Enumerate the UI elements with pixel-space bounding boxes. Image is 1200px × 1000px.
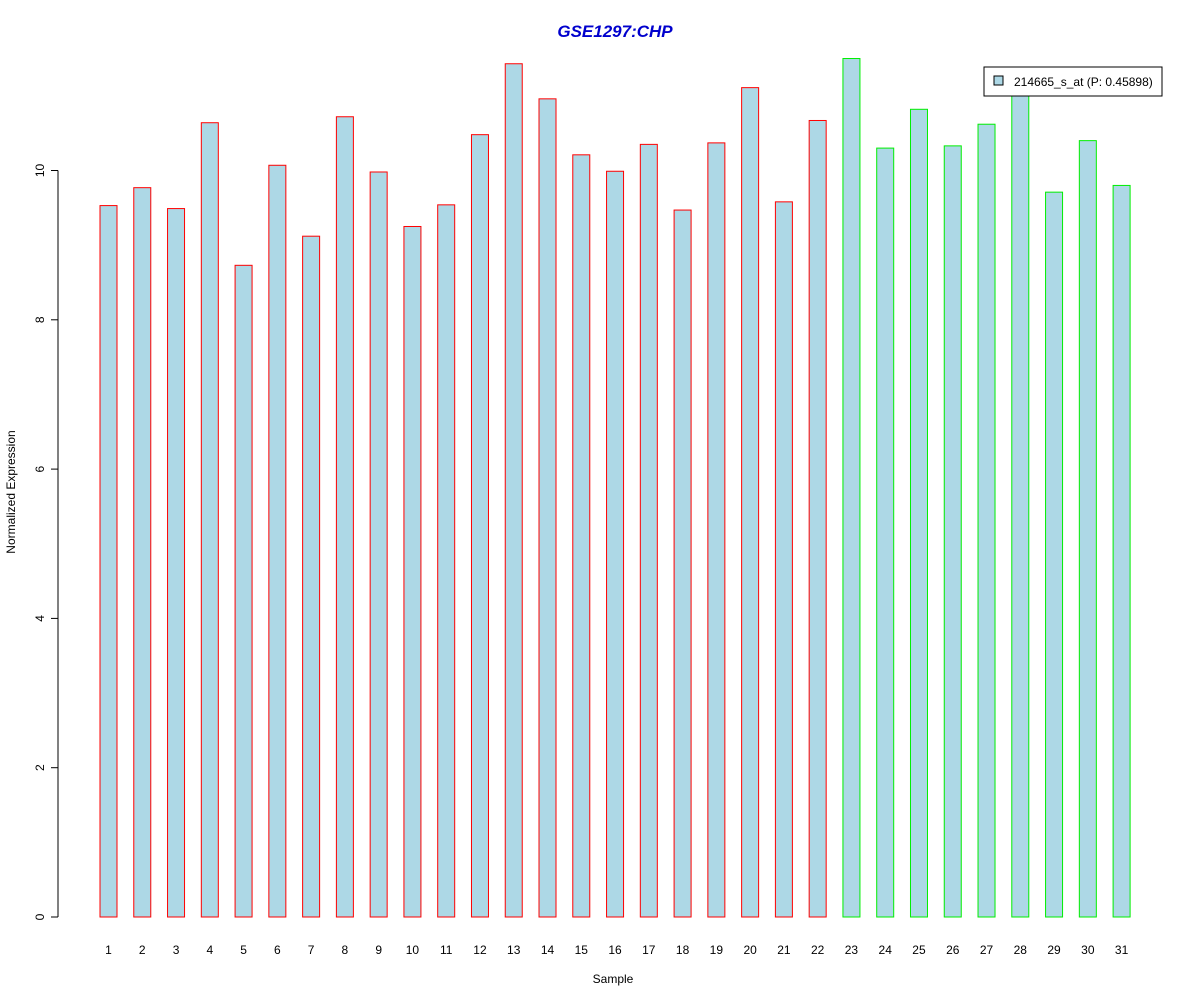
bar-sample-24 — [876, 147, 895, 918]
x-tick-label: 20 — [743, 943, 757, 957]
x-tick-label: 1 — [105, 943, 112, 957]
bar-sample-20 — [741, 87, 760, 918]
x-tick-label: 13 — [507, 943, 521, 957]
x-tick-label: 21 — [777, 943, 791, 957]
bar-sample-2 — [133, 187, 152, 918]
y-tick-label: 8 — [33, 316, 47, 323]
legend: 214665_s_at (P: 0.45898) — [983, 66, 1163, 97]
x-tick-label: 2 — [139, 943, 146, 957]
x-tick-label: 6 — [274, 943, 281, 957]
y-tick-label: 10 — [33, 164, 47, 178]
x-tick-label: 11 — [440, 943, 453, 957]
bar-sample-5 — [234, 264, 253, 918]
y-axis: 0 2 4 6 8 10 — [33, 164, 59, 920]
bar-sample-15 — [572, 154, 591, 918]
x-tick-label: 30 — [1081, 943, 1095, 957]
x-tick-label: 31 — [1115, 943, 1129, 957]
legend-swatch — [993, 75, 1004, 86]
bar-sample-11 — [437, 204, 456, 918]
y-tick-label: 4 — [33, 615, 47, 622]
bar-sample-19 — [707, 142, 726, 918]
bars-group — [99, 58, 1131, 918]
x-tick-label: 8 — [342, 943, 349, 957]
x-tick-label: 7 — [308, 943, 315, 957]
x-tick-label: 28 — [1014, 943, 1028, 957]
bar-sample-3 — [167, 208, 186, 918]
x-tick-label: 27 — [980, 943, 994, 957]
x-tick-label: 14 — [541, 943, 555, 957]
x-tick-label: 23 — [845, 943, 859, 957]
bar-sample-25 — [909, 108, 928, 918]
x-tick-label: 18 — [676, 943, 690, 957]
bar-sample-18 — [673, 209, 692, 918]
bar-sample-8 — [335, 116, 354, 918]
bar-sample-6 — [268, 164, 287, 918]
x-tick-labels: 1 2 3 4 5 6 7 8 9 10 11 12 13 14 15 16 17 18 19 20 21 22 23 24 2… — [105, 943, 1128, 957]
bar-sample-1 — [99, 205, 118, 918]
chart-title: GSE1297:CHP — [557, 22, 673, 41]
x-tick-label: 15 — [575, 943, 589, 957]
bar-sample-27 — [977, 123, 996, 918]
bar-sample-9 — [369, 171, 388, 918]
bar-sample-4 — [200, 122, 219, 918]
x-tick-label: 10 — [406, 943, 420, 957]
bar-sample-26 — [943, 145, 962, 918]
x-tick-label: 25 — [912, 943, 926, 957]
x-tick-label: 22 — [811, 943, 825, 957]
bar-sample-29 — [1045, 191, 1064, 918]
bar-sample-28 — [1011, 87, 1030, 918]
x-tick-label: 17 — [642, 943, 656, 957]
bar-sample-7 — [302, 235, 321, 918]
bar-sample-22 — [808, 119, 827, 918]
x-axis-label: Sample — [593, 972, 634, 986]
bar-sample-31 — [1112, 184, 1131, 918]
x-tick-label: 5 — [240, 943, 247, 957]
x-tick-label: 4 — [206, 943, 213, 957]
x-tick-label: 3 — [173, 943, 180, 957]
bar-sample-10 — [403, 225, 422, 918]
bar-sample-16 — [606, 170, 625, 918]
y-tick-label: 2 — [33, 764, 47, 771]
x-tick-label: 9 — [375, 943, 382, 957]
x-tick-label: 24 — [879, 943, 893, 957]
bar-sample-13 — [504, 63, 523, 918]
y-axis-label: Normalized Expression — [4, 430, 18, 553]
y-tick-label: 6 — [33, 465, 47, 472]
bar-sample-30 — [1078, 140, 1097, 918]
x-tick-label: 26 — [946, 943, 960, 957]
bar-sample-14 — [538, 98, 557, 918]
bar-sample-23 — [842, 58, 861, 918]
bar-sample-21 — [774, 201, 793, 918]
x-tick-label: 19 — [710, 943, 724, 957]
bar-sample-17 — [639, 143, 658, 918]
x-tick-label: 16 — [608, 943, 622, 957]
legend-box — [983, 66, 1163, 97]
legend-entry-label: 214665_s_at (P: 0.45898) — [1014, 75, 1153, 89]
bar-sample-12 — [470, 134, 489, 918]
x-tick-label: 12 — [473, 943, 487, 957]
x-tick-label: 29 — [1047, 943, 1061, 957]
y-tick-label: 0 — [33, 913, 47, 920]
